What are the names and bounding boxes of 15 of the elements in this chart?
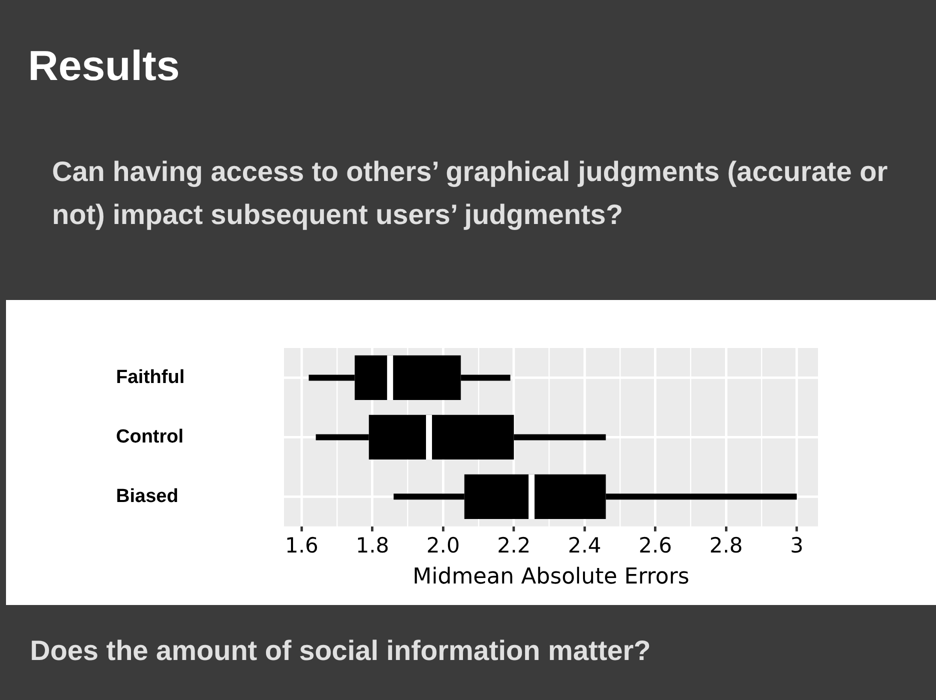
x-tick-label: 1.8 — [356, 533, 390, 558]
y-tick-label: Faithful — [116, 366, 185, 388]
chart-subtitle: Can having access to others’ graphical judgments (accurate or not) impact subsequent users’ judgments? — [52, 155, 889, 232]
text: Does the amount of social information matter? — [30, 635, 651, 667]
chart-title: Results — [28, 42, 180, 90]
x-axis-title: Midmean Absolute Errors — [412, 564, 690, 590]
x-tick-label: 1.6 — [284, 533, 318, 558]
y-tick-label: Biased — [116, 486, 178, 507]
x-tick-label: 2.0 — [426, 533, 460, 558]
x-tick-label: 2.6 — [638, 533, 672, 558]
x-tick-label: 2.8 — [709, 533, 743, 558]
x-tick-label: 3 — [790, 533, 804, 558]
x-tick-label: 2.4 — [568, 533, 602, 558]
x-tick-label: 2.2 — [497, 533, 531, 558]
y-tick-label: Control — [116, 426, 184, 448]
